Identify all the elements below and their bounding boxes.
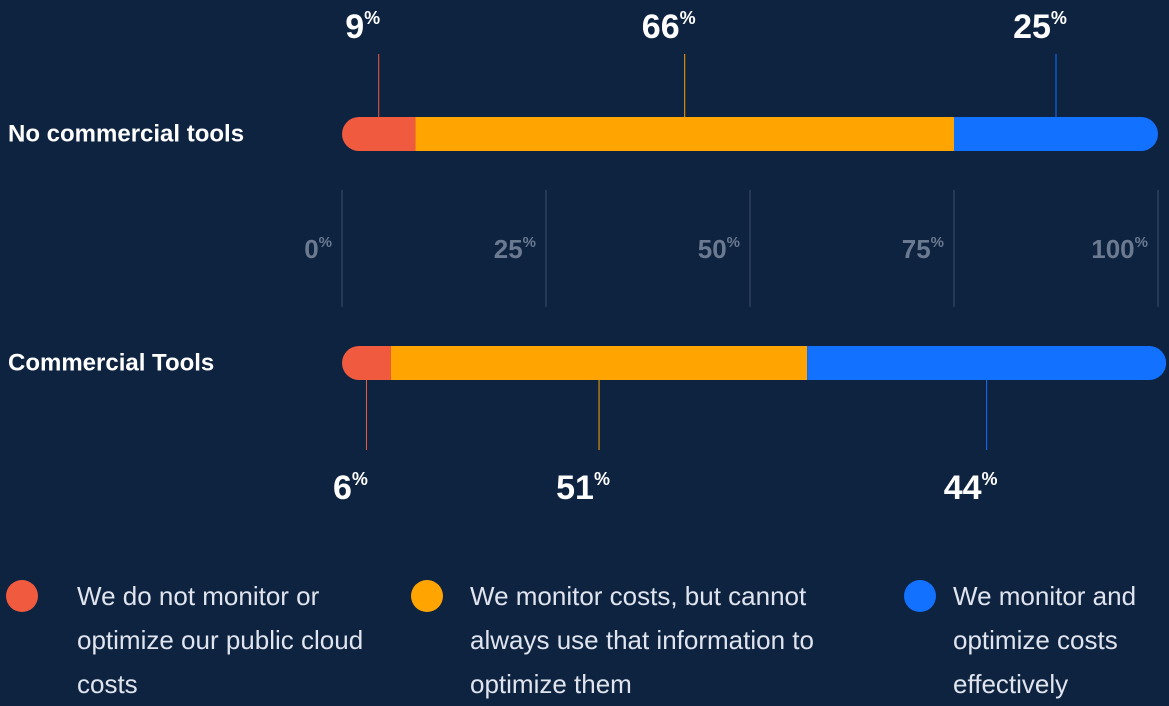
x-tick-label: 50% — [698, 234, 740, 264]
legend-item: We monitor costs, but cannot always use … — [411, 574, 890, 706]
x-tick-label: 100% — [1091, 234, 1148, 264]
value-label: 6% — [333, 469, 368, 507]
value-label: 44% — [944, 469, 998, 507]
legend-label: We monitor costs, but cannot always use … — [470, 581, 814, 699]
bar-segment — [390, 346, 808, 380]
legend-item: We monitor and optimize costs effectivel… — [904, 574, 1169, 706]
x-tick-label: 75% — [902, 234, 944, 264]
bar-row — [342, 117, 1158, 151]
category-label: Commercial Tools — [8, 349, 214, 376]
legend-swatch — [411, 580, 443, 612]
bar-segment — [415, 117, 954, 151]
bar-row — [342, 346, 1167, 380]
value-label: 9% — [345, 8, 380, 46]
legend-swatch — [904, 580, 936, 612]
chart: 0% 25% 50% 75% 100% No commercial tools 9% 66% 2… — [8, 8, 1167, 507]
x-tick-label: 25% — [494, 234, 536, 264]
x-tick-label: 0% — [304, 234, 332, 264]
bar-segment — [954, 117, 1158, 151]
bar-segment — [807, 346, 1167, 380]
legend-swatch — [6, 580, 38, 612]
value-label: 51% — [556, 469, 610, 507]
legend-label: We monitor and optimize costs effectivel… — [953, 581, 1137, 699]
value-label: 66% — [642, 8, 696, 46]
legend-label: We do not monitor or optimize our public… — [77, 581, 364, 699]
bar-segment — [342, 117, 416, 151]
legend-item: We do not monitor or optimize our public… — [6, 574, 377, 706]
bar-segment — [342, 346, 391, 380]
category-label: No commercial tools — [8, 120, 244, 147]
value-label: 25% — [1013, 8, 1067, 46]
